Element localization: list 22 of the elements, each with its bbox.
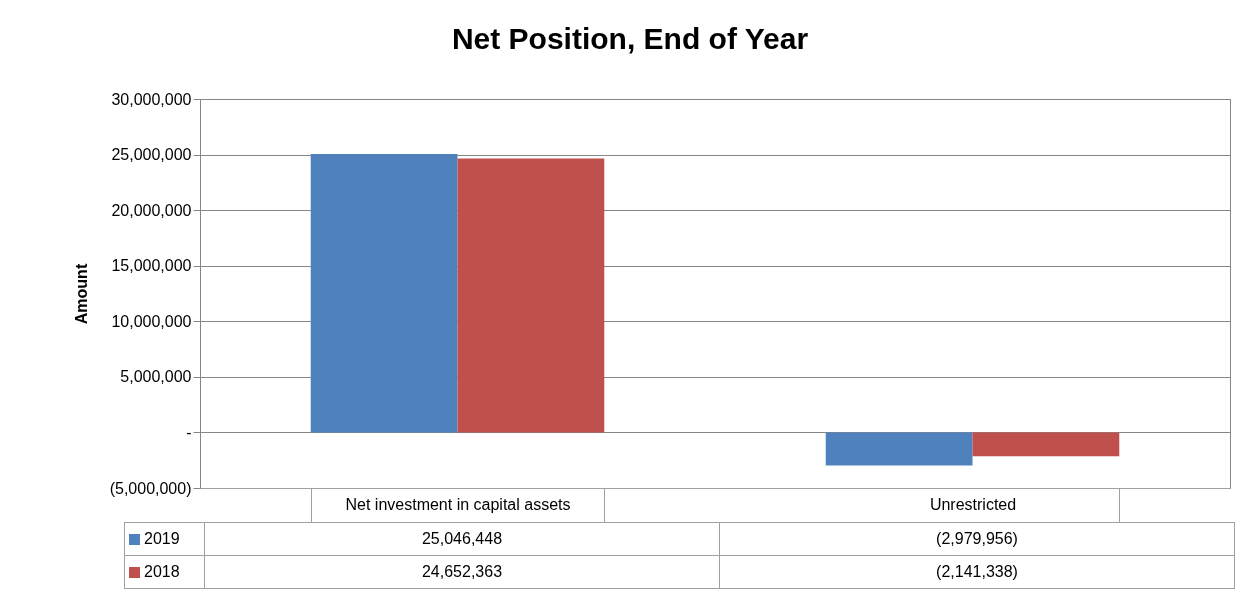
- y-tick-label: -: [186, 423, 192, 441]
- bar: [972, 432, 1120, 457]
- y-tick-label: 5,000,000: [120, 368, 192, 386]
- legend-label: 2018: [124, 555, 205, 589]
- x-tick-label: Unrestricted: [929, 495, 1017, 513]
- y-tick-label: (5,000,000): [109, 479, 192, 497]
- bar: [310, 154, 458, 433]
- y-tick-label: 25,000,000: [111, 146, 192, 164]
- data-label: (2,979,956): [719, 522, 1235, 556]
- chart-title: Net Position, End of Year: [451, 22, 809, 55]
- y-tick-label: 20,000,000: [111, 201, 192, 219]
- legend-label: 2019: [124, 522, 205, 556]
- data-label: (2,141,338): [719, 555, 1235, 589]
- bar: [457, 158, 605, 433]
- x-tick-label: Net investment in capital assets: [345, 495, 571, 513]
- bar: [825, 432, 973, 466]
- y-tick-label: 15,000,000: [111, 257, 192, 275]
- data-label: 24,652,363: [204, 555, 720, 589]
- y-tick-label: 10,000,000: [111, 312, 192, 330]
- y-axis-title: Amount: [72, 263, 90, 325]
- data-label: 25,046,448: [204, 522, 720, 556]
- y-tick-label: 30,000,000: [111, 90, 192, 108]
